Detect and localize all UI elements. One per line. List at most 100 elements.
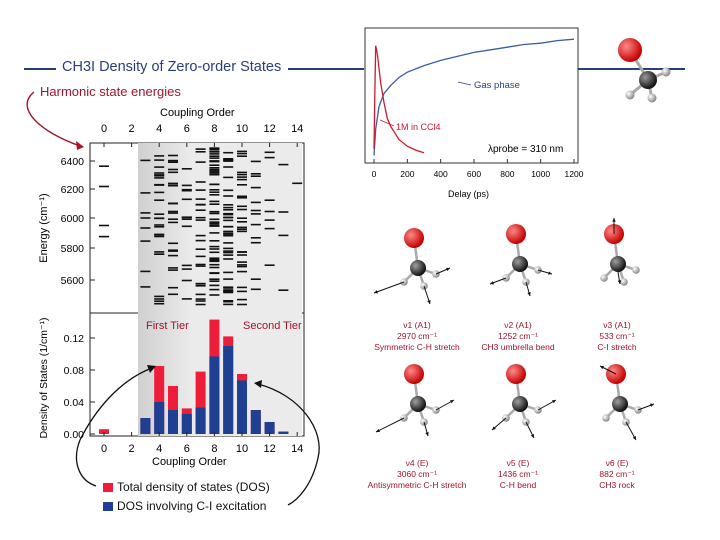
title-rule-right (288, 68, 364, 70)
mode-3-label: ν3 (A1) 533 cm⁻¹ C-I stretch (557, 320, 677, 353)
displacement-arrowhead (490, 281, 494, 285)
hydrogen-atom (661, 67, 671, 77)
hydrogen-atom (625, 90, 635, 100)
energy-ylabel: Energy (cm⁻¹) (38, 193, 50, 262)
iodine-atom (404, 228, 424, 248)
mode-3-freq: 533 cm⁻¹ (599, 331, 635, 341)
displacement-arrowhead (530, 434, 534, 438)
displacement-arrowhead (374, 290, 378, 294)
dos-ylabel: Density of States (1/cm⁻¹) (38, 317, 50, 438)
iodine-atom (506, 224, 526, 244)
energy-xtick-label: 4 (156, 123, 162, 135)
displacement-arrowhead (446, 267, 450, 272)
mode-molecule (375, 364, 455, 437)
mode-5-desc: C-H bend (499, 480, 537, 490)
dos-ytick-label: 0.12 (64, 333, 85, 345)
displacement-arrowhead (427, 300, 431, 304)
dos-ci-bar (250, 410, 261, 434)
energy-level-lines (99, 147, 303, 306)
first-tier-arrowhead (147, 365, 156, 373)
energy-xtick-label: 8 (211, 123, 217, 135)
dos-xtick-label: 6 (184, 443, 190, 455)
energy-ytick-label: 5800 (61, 243, 85, 255)
hydrogen-atom (620, 278, 628, 286)
mode-6-freq: 882 cm⁻¹ (599, 469, 635, 479)
carbon-atom (612, 396, 628, 412)
mode-6-desc: CH3 rock (599, 480, 635, 490)
inset-plot: 0 200 400 600 800 1000 1200 Gas phase 1M in CC… (364, 27, 584, 199)
energy-xtick-label: 6 (184, 123, 190, 135)
first-tier-word: First Tier (146, 320, 189, 332)
inset-xtick-label: 1000 (531, 169, 550, 179)
inset-xtick-label: 1200 (565, 169, 584, 179)
dos-xtick-label: 10 (236, 443, 248, 455)
energy-xtick-label: 10 (236, 123, 248, 135)
solution-label: 1M in CCl4 (396, 122, 441, 132)
mode-4-label: ν4 (E) 3060 cm⁻¹ Antisymmetric C-H stret… (357, 458, 477, 491)
hydrogen-atom (602, 414, 610, 422)
energy-ytick-label: 6000 (61, 213, 85, 225)
displacement-arrowhead (612, 218, 616, 222)
energy-xtick-label: 12 (263, 123, 275, 135)
page-title: CH3I Density of Zero-order States (62, 59, 282, 75)
mode-molecule (599, 364, 655, 441)
displacement-arrowhead (492, 426, 496, 430)
energy-xticks: 0 2 4 6 8 10 12 14 (101, 123, 303, 147)
displacement-arrowhead (650, 403, 654, 407)
energy-ytick-label: 6200 (61, 184, 85, 196)
dos-ci-bar (181, 414, 192, 434)
inset-xticks: 0 200 400 600 800 1000 1200 (372, 159, 584, 179)
displacement-arrowhead (450, 400, 454, 404)
mode-3-desc: C-I stretch (597, 342, 637, 352)
carbon-atom (512, 396, 528, 412)
energy-xtick-label: 0 (101, 123, 107, 135)
first-tier-label: First Tier (146, 320, 189, 332)
dos-ci-bar (140, 418, 151, 434)
dos-ci-bar (278, 431, 289, 434)
mode-3-name: ν3 (A1) (603, 320, 631, 330)
legend-ci-swatch (103, 502, 113, 511)
dos-xtick-label: 12 (263, 443, 275, 455)
mode-2-label: ν2 (A1) 1252 cm⁻¹ CH3 umbrella bend (458, 320, 578, 353)
mode-5-label: ν5 (E) 1436 cm⁻¹ C-H bend (458, 458, 578, 491)
dos-xtick-label: 0 (101, 443, 107, 455)
mode-2-desc: CH3 umbrella bend (481, 342, 555, 352)
mode-molecule (373, 228, 451, 305)
hydrogen-atom (632, 266, 640, 274)
mode-1-label: ν1 (A1) 2970 cm⁻¹ Symmetric C-H stretch (357, 320, 477, 353)
mode-molecule (600, 218, 640, 286)
dos-total-bar (154, 366, 165, 434)
mode-molecule (491, 364, 557, 439)
inset-xtick-label: 400 (434, 169, 448, 179)
mode-1-freq: 2970 cm⁻¹ (397, 331, 437, 341)
subtitle-arrow (26, 91, 81, 147)
second-tier-label: Second Tier (243, 320, 302, 332)
dos-xticks: 0 2 4 6 8 10 12 14 (101, 432, 303, 455)
inset-frame (364, 27, 579, 164)
mode-4-desc: Antisymmetric C-H stretch (367, 480, 467, 490)
mode-molecule (489, 224, 553, 297)
inset-xtick-label: 0 (372, 169, 377, 179)
iodine-atom (618, 38, 642, 62)
displacement-arrowhead (548, 271, 552, 275)
dos-yticks: 0.12 0.08 0.04 0.00 (64, 333, 95, 441)
dos-total-bar (195, 371, 206, 434)
dos-ci-bar (168, 410, 178, 434)
dos-total-bar (99, 429, 109, 434)
first-tier-arrow (75, 367, 153, 487)
second-tier-word: Second Tier (243, 320, 302, 332)
mode-5-name: ν5 (E) (506, 458, 530, 468)
energy-ytick-label: 5600 (61, 275, 85, 287)
carbon-atom (512, 256, 528, 272)
carbon-atom (610, 256, 626, 272)
dos-ci-bar (209, 356, 220, 434)
displacement-arrow (375, 417, 405, 433)
ch3i-molecule (618, 38, 671, 103)
dos-xtick-label: 2 (129, 443, 135, 455)
inset-xtick-label: 200 (400, 169, 414, 179)
legend-total: Total density of states (DOS) (103, 480, 270, 494)
mode-4-name: ν4 (E) (405, 458, 429, 468)
mode-1-name: ν1 (A1) (403, 320, 431, 330)
energy-xtick-label: 14 (291, 123, 303, 135)
legend-ci-label: DOS involving C-I excitation (117, 499, 267, 513)
